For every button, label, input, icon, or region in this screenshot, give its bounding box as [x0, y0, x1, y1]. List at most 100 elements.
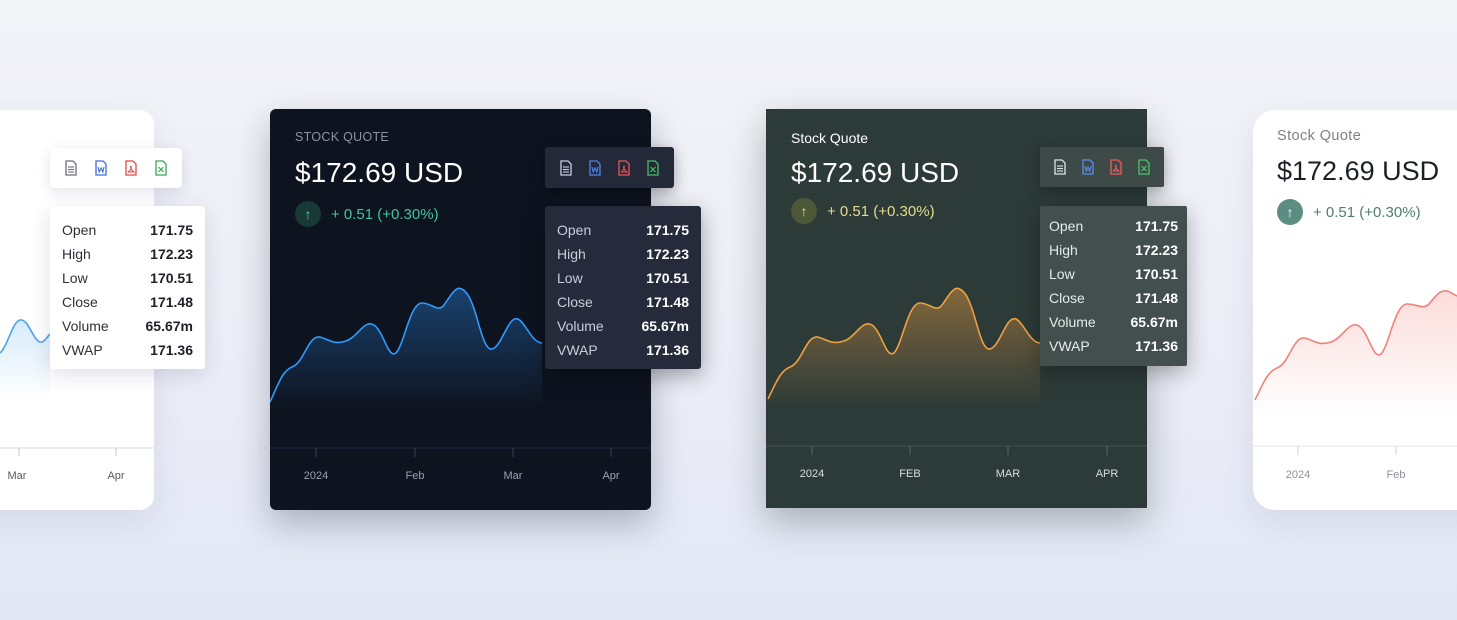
stat-row: Open 171.75 [62, 218, 193, 242]
pdf-icon[interactable] [1107, 158, 1125, 176]
stat-label: Close [557, 294, 593, 310]
export-toolbar [50, 148, 182, 188]
arrow-up-icon: ↑ [295, 201, 321, 227]
stat-label: VWAP [557, 342, 598, 358]
price-line [0, 319, 51, 354]
stat-row: VWAP 171.36 [62, 338, 193, 362]
excel-icon[interactable] [644, 159, 662, 177]
x-tick-label: FEB [899, 468, 921, 480]
x-tick-label: Apr [107, 470, 125, 482]
price-chart [270, 287, 651, 457]
stat-label: VWAP [1049, 338, 1090, 354]
stat-value: 172.23 [150, 246, 193, 262]
word-icon[interactable] [1079, 158, 1097, 176]
change-text: + 0.51 (+0.30%) [331, 205, 439, 223]
stat-value: 171.36 [646, 342, 689, 358]
stat-row: Open 171.75 [1049, 214, 1178, 238]
stat-label: Close [1049, 290, 1085, 306]
price-change: ↑ + 0.51 (+0.30%) [295, 201, 439, 227]
price-change: ↑ + 0.51 (+0.30%) [1277, 199, 1421, 225]
stat-label: Volume [557, 318, 604, 334]
stat-value: 172.23 [646, 246, 689, 262]
price-line [270, 287, 543, 403]
stat-value: 65.67m [641, 318, 689, 334]
x-tick-label: Apr [602, 470, 620, 482]
price-change: ↑ + 0.51 (+0.30%) [791, 198, 935, 224]
stat-row: Volume 65.67m [1049, 310, 1178, 334]
stats-tooltip: Open 171.75 High 172.23 Low 170.51 Close 171… [545, 206, 701, 369]
price-chart [1253, 289, 1457, 455]
card-label: Stock Quote [1277, 128, 1362, 144]
stat-label: High [62, 246, 91, 262]
stat-row: High 172.23 [557, 242, 689, 266]
stat-label: Volume [1049, 314, 1096, 330]
stat-label: Low [557, 270, 583, 286]
stat-label: Open [557, 222, 592, 238]
x-tick-label: MAR [995, 468, 1021, 480]
stat-label: Close [62, 294, 98, 310]
price-area [768, 288, 1040, 446]
stat-value: 171.36 [1135, 338, 1178, 354]
stat-value: 171.36 [150, 342, 193, 358]
document-icon[interactable] [1051, 158, 1069, 176]
stat-value: 171.75 [646, 222, 689, 238]
change-text: + 0.51 (+0.30%) [827, 202, 935, 220]
stat-row: VWAP 171.36 [557, 338, 689, 362]
word-icon[interactable] [586, 159, 604, 177]
stat-label: High [1049, 242, 1078, 258]
card-label: Stock Quote [791, 130, 869, 146]
stat-value: 170.51 [1135, 266, 1178, 282]
stock-quote-card-light-right: Stock Quote $172.69 USD ↑ + 0.51 (+0.30%… [1253, 110, 1457, 510]
excel-icon[interactable] [1135, 158, 1153, 176]
price-area [1255, 290, 1457, 446]
price-area [270, 288, 542, 448]
document-icon[interactable] [557, 159, 575, 177]
pdf-icon[interactable] [122, 159, 140, 177]
stat-row: Low 170.51 [557, 266, 689, 290]
stat-value: 65.67m [1130, 314, 1178, 330]
x-tick-label: APR [1095, 468, 1119, 480]
change-text: + 0.51 (+0.30%) [1313, 203, 1421, 221]
card-label: STOCK QUOTE [295, 130, 390, 144]
stat-row: Low 170.51 [1049, 262, 1178, 286]
stat-row: Volume 65.67m [557, 314, 689, 338]
stat-row: VWAP 171.36 [1049, 334, 1178, 358]
stat-label: Volume [62, 318, 109, 334]
stat-row: High 172.23 [62, 242, 193, 266]
price-line [767, 287, 1041, 400]
stat-value: 65.67m [145, 318, 193, 334]
stat-value: 171.75 [150, 222, 193, 238]
x-tick-label: 2024 [799, 468, 825, 480]
stat-label: Low [1049, 266, 1075, 282]
stats-tooltip: Open 171.75 High 172.23 Low 170.51 Close 171… [50, 206, 205, 369]
x-tick-label: Mar [7, 470, 27, 482]
document-icon[interactable] [62, 159, 80, 177]
word-icon[interactable] [92, 159, 110, 177]
stat-value: 170.51 [646, 270, 689, 286]
stat-row: Close 171.48 [557, 290, 689, 314]
pdf-icon[interactable] [615, 159, 633, 177]
stat-value: 171.48 [150, 294, 193, 310]
stat-row: Close 171.48 [62, 290, 193, 314]
x-tick-label: Mar [503, 470, 523, 482]
arrow-up-icon: ↑ [1277, 199, 1303, 225]
price-area [0, 319, 50, 400]
stat-label: Open [1049, 218, 1084, 234]
stat-value: 171.75 [1135, 218, 1178, 234]
stat-row: Open 171.75 [557, 218, 689, 242]
x-tick-label: Feb [405, 470, 425, 482]
stat-label: Open [62, 222, 97, 238]
price-value: $172.69 USD [1277, 156, 1440, 186]
x-tick-label: 2024 [303, 470, 329, 482]
stat-label: VWAP [62, 342, 103, 358]
x-tick-label: Feb [1386, 469, 1406, 481]
price-chart [766, 287, 1147, 455]
excel-icon[interactable] [152, 159, 170, 177]
stat-value: 172.23 [1135, 242, 1178, 258]
price-value: $172.69 USD [791, 157, 960, 188]
arrow-up-icon: ↑ [791, 198, 817, 224]
stat-row: Volume 65.67m [62, 314, 193, 338]
price-line [1254, 289, 1457, 401]
stats-tooltip: Open 171.75 High 172.23 Low 170.51 Close 171… [1040, 206, 1187, 366]
x-tick-label: 2024 [1285, 469, 1311, 481]
